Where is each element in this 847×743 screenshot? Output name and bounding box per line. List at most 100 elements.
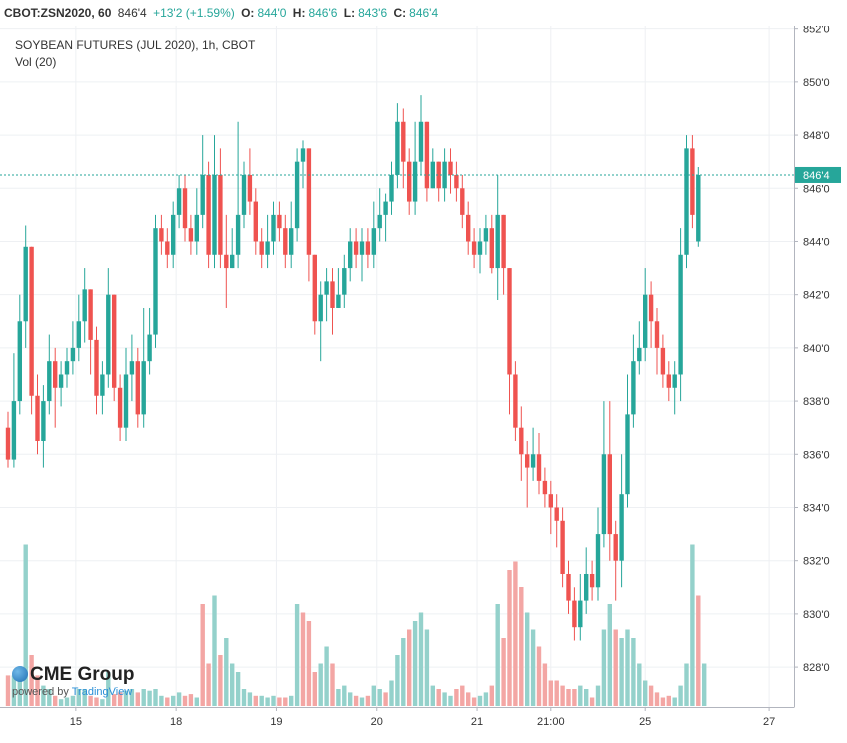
volume-bar bbox=[466, 692, 471, 706]
volume-bar bbox=[17, 672, 22, 706]
candle-body bbox=[371, 228, 376, 255]
candlestick-chart[interactable]: 828'0 830'0 832'0 834'0 836'0 838'0 840'0 842'0… bbox=[0, 26, 847, 743]
volume-bar bbox=[525, 612, 530, 706]
candle-body bbox=[560, 520, 565, 574]
candle-body bbox=[648, 294, 654, 322]
y-tick-label: 850'0 bbox=[803, 77, 830, 89]
candle-body bbox=[471, 241, 477, 255]
volume-bar bbox=[631, 638, 636, 706]
candle-body bbox=[654, 321, 660, 348]
y-tick-label: 840'0 bbox=[803, 343, 830, 355]
volume-bar bbox=[330, 663, 335, 706]
volume-bar bbox=[153, 689, 158, 706]
volume-bar bbox=[542, 663, 548, 706]
candle-body bbox=[64, 361, 70, 375]
volume-bar bbox=[41, 685, 46, 706]
volume-bar bbox=[471, 697, 477, 706]
powered-by-label: powered by bbox=[12, 686, 69, 698]
candle-body bbox=[613, 534, 618, 561]
volume-bar bbox=[377, 689, 382, 706]
volume-bar bbox=[595, 685, 601, 706]
candle-body bbox=[436, 161, 441, 189]
candle-body bbox=[171, 214, 176, 255]
candle-body bbox=[407, 161, 412, 202]
volume-bar bbox=[507, 570, 512, 706]
volume-bar bbox=[584, 689, 589, 706]
candle-body bbox=[100, 374, 105, 396]
volume-bar bbox=[548, 680, 553, 706]
candle-body bbox=[76, 321, 81, 348]
volume-bar bbox=[76, 689, 81, 706]
x-tick-label: 21:00 bbox=[537, 716, 565, 728]
candle-body bbox=[135, 361, 140, 415]
candle-body bbox=[631, 361, 636, 415]
volume-bar bbox=[513, 561, 518, 706]
volume-indicator-label[interactable]: Vol (20) bbox=[15, 55, 57, 69]
volume-bar bbox=[601, 629, 607, 706]
volume-bar bbox=[277, 697, 282, 706]
volume-bar bbox=[289, 695, 294, 706]
volume-bar bbox=[35, 675, 40, 706]
candle-body bbox=[176, 188, 182, 215]
volume-bar bbox=[230, 663, 235, 706]
volume-bar bbox=[235, 672, 241, 706]
candle-body bbox=[129, 361, 135, 375]
current-price-label: 846'4 bbox=[803, 170, 830, 182]
volume-bar bbox=[371, 685, 376, 706]
volume-bar bbox=[253, 695, 258, 706]
volume-bar bbox=[643, 680, 648, 706]
candle-body bbox=[241, 174, 247, 215]
candle-body bbox=[607, 454, 612, 535]
volume-bar bbox=[678, 685, 683, 706]
candle-body bbox=[188, 228, 194, 242]
volume-bar bbox=[572, 689, 577, 706]
candle-body bbox=[123, 374, 129, 428]
low-label: L: bbox=[343, 6, 356, 20]
volume-bar bbox=[460, 685, 465, 706]
volume-bar bbox=[401, 638, 406, 706]
volume-bar bbox=[383, 692, 388, 706]
volume-bar bbox=[112, 694, 117, 706]
tradingview-link[interactable]: TradingView bbox=[71, 686, 133, 698]
volume-bar bbox=[141, 689, 146, 706]
candle-body bbox=[660, 347, 666, 375]
chart-legend: SOYBEAN FUTURES (JUL 2020), 1h, CBOT Vol… bbox=[15, 38, 255, 72]
candle-body bbox=[477, 241, 483, 255]
volume-bar bbox=[200, 604, 205, 706]
volume-bar bbox=[159, 695, 164, 706]
volume-bar bbox=[412, 621, 418, 706]
candle-body bbox=[330, 281, 335, 308]
candle-body bbox=[283, 228, 288, 255]
volume-bar bbox=[530, 629, 536, 706]
candle-body bbox=[489, 228, 494, 269]
candle-body bbox=[672, 374, 677, 388]
candle-body bbox=[383, 201, 388, 215]
x-tick-label: 21 bbox=[471, 716, 483, 728]
volume-bar bbox=[241, 689, 247, 706]
candle-body bbox=[589, 573, 595, 588]
candle-body bbox=[542, 480, 548, 495]
volume-bar bbox=[389, 680, 394, 706]
volume-bar bbox=[135, 692, 140, 706]
globe-icon bbox=[12, 666, 28, 682]
candle-body bbox=[53, 361, 58, 388]
volume-bar bbox=[607, 604, 612, 706]
volume-bar bbox=[336, 689, 341, 706]
candle-body bbox=[336, 294, 341, 308]
volume-bar bbox=[82, 689, 87, 706]
candle-body bbox=[17, 321, 22, 402]
candle-body bbox=[5, 427, 11, 460]
candle-body bbox=[637, 347, 642, 362]
volume-bar bbox=[684, 663, 689, 706]
y-tick-label: 848'0 bbox=[803, 130, 830, 142]
volume-bar bbox=[117, 692, 123, 706]
price-header: CBOT:ZSN2020, 60 846'4 +13'2 (+1.59%) O:… bbox=[4, 6, 441, 24]
volume-bar bbox=[483, 692, 489, 706]
candle-body bbox=[35, 395, 40, 441]
candle-body bbox=[595, 534, 601, 588]
volume-bar bbox=[660, 697, 666, 706]
x-tick-label: 20 bbox=[371, 716, 383, 728]
volume-bar bbox=[182, 695, 188, 706]
volume-bar bbox=[648, 685, 654, 706]
candle-body bbox=[106, 294, 111, 375]
